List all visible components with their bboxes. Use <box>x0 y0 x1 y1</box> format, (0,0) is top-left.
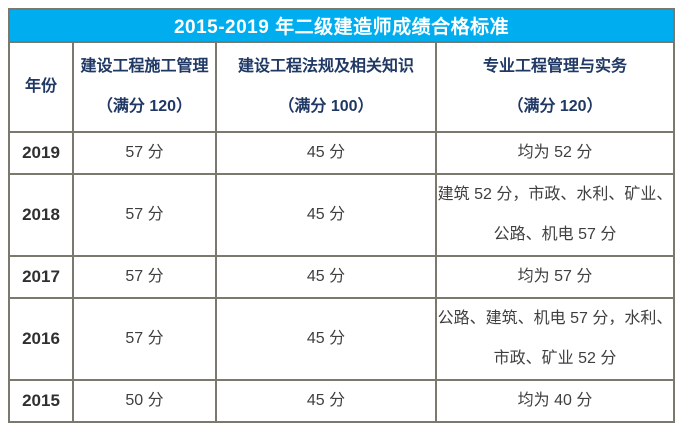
year-cell: 2018 <box>8 173 74 257</box>
year-cell: 2019 <box>8 131 74 175</box>
column-header-practice-sub: （满分 120） <box>507 98 603 115</box>
regulations-score-cell: 45 分 <box>215 131 437 175</box>
column-header-regulations-label: 建设工程法规及相关知识 <box>237 58 414 75</box>
table-row-2019: 2019 57 分 45 分 均为 52 分 <box>8 131 676 175</box>
column-header-management-label: 建设工程施工管理 <box>80 58 209 75</box>
management-score-cell: 50 分 <box>72 379 217 423</box>
regulations-score-cell: 45 分 <box>215 255 437 299</box>
column-header-year: 年份 <box>8 41 74 133</box>
management-score-cell: 57 分 <box>72 255 217 299</box>
column-header-year-label: 年份 <box>24 78 57 95</box>
column-header-row: 年份 建设工程施工管理 （满分 120） 建设工程法规及相关知识 （满分 100… <box>8 41 676 133</box>
column-header-management: 建设工程施工管理 （满分 120） <box>72 41 217 133</box>
practice-score-cell: 建筑 52 分，市政、水利、矿业、 公路、机电 57 分 <box>434 173 676 257</box>
table-title: 2015-2019 年二级建造师成绩合格标准 <box>7 8 676 43</box>
column-header-regulations: 建设工程法规及相关知识 （满分 100） <box>215 41 437 133</box>
table-row-2018: 2018 57 分 45 分 建筑 52 分，市政、水利、矿业、 公路、机电 5… <box>8 173 676 257</box>
management-score-cell: 57 分 <box>72 173 217 257</box>
regulations-score-cell: 45 分 <box>215 379 437 423</box>
regulations-score-cell: 45 分 <box>215 173 437 257</box>
regulations-score-cell: 45 分 <box>215 297 437 381</box>
year-cell: 2016 <box>8 297 74 381</box>
management-score-cell: 57 分 <box>72 131 217 175</box>
practice-score-cell: 均为 40 分 <box>434 379 676 423</box>
practice-score-cell: 均为 52 分 <box>434 131 676 175</box>
table-row-2017: 2017 57 分 45 分 均为 57 分 <box>8 255 676 299</box>
column-header-management-sub: （满分 120） <box>96 98 193 115</box>
column-header-practice-label: 专业工程管理与实务 <box>483 58 628 75</box>
table-row-2016: 2016 57 分 45 分 公路、建筑、机电 57 分，水利、 市政、矿业 5… <box>8 297 676 381</box>
score-standards-table: 2015-2019 年二级建造师成绩合格标准 年份 建设工程施工管理 （满分 1… <box>7 8 676 423</box>
year-cell: 2017 <box>8 255 74 299</box>
management-score-cell: 57 分 <box>72 297 217 381</box>
practice-score-cell: 均为 57 分 <box>434 255 676 299</box>
year-cell: 2015 <box>8 379 74 423</box>
column-header-practice: 专业工程管理与实务 （满分 120） <box>434 41 676 133</box>
table-row-2015: 2015 50 分 45 分 均为 40 分 <box>8 379 676 423</box>
practice-score-cell: 公路、建筑、机电 57 分，水利、 市政、矿业 52 分 <box>434 297 676 381</box>
column-header-regulations-sub: （满分 100） <box>278 98 374 115</box>
title-row: 2015-2019 年二级建造师成绩合格标准 <box>7 8 676 43</box>
